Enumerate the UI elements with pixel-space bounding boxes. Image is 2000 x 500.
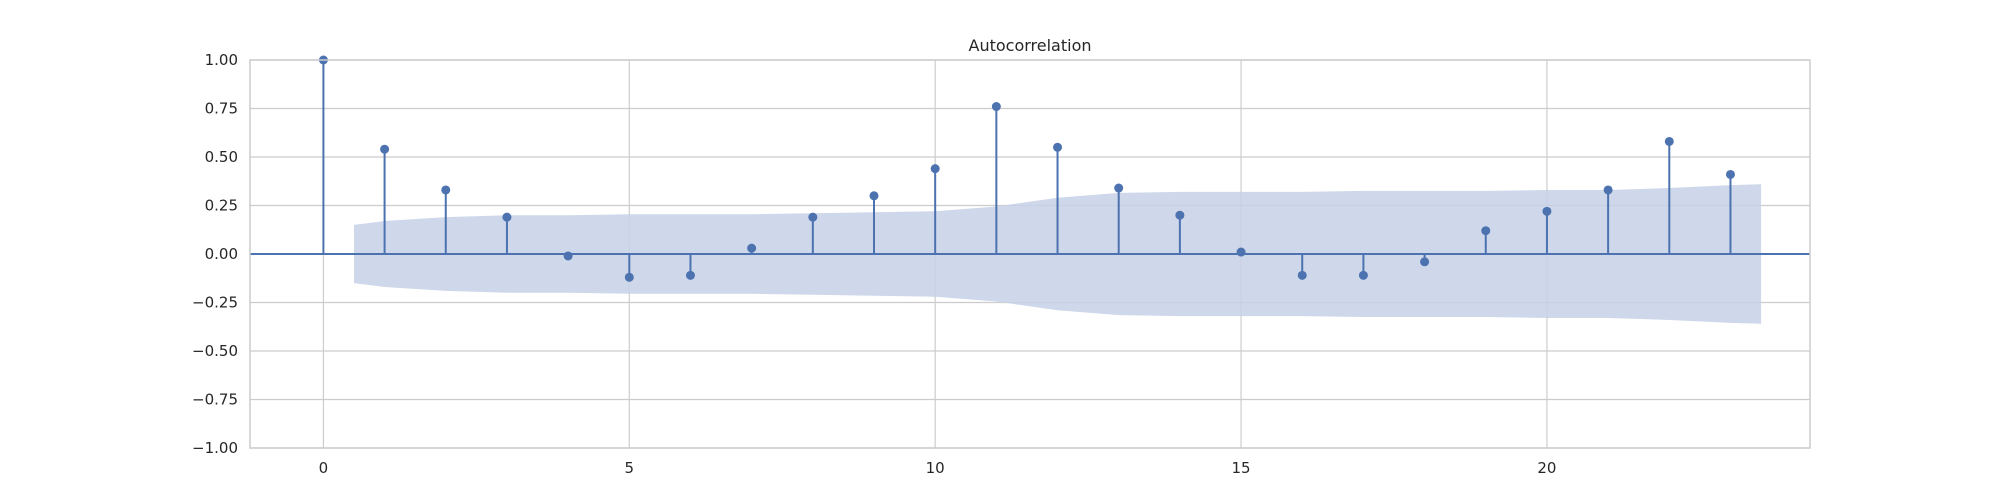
stem-marker: [1420, 257, 1430, 267]
stem-marker: [1542, 206, 1552, 216]
x-tick-label: 5: [625, 459, 635, 477]
stem-marker: [1053, 142, 1063, 152]
y-axis-ticks: −1.00 −0.75 −0.50 −0.25 0.00 0.25 0.50 0.75 1.00: [192, 51, 238, 457]
y-tick-label: −0.25: [192, 294, 238, 312]
x-axis-ticks: 0 5 10 15 20: [319, 459, 1557, 477]
y-tick-label: −1.00: [192, 439, 238, 457]
plot-border: [249, 59, 1811, 449]
stem-marker: [502, 212, 512, 222]
chart-title: Autocorrelation: [969, 36, 1092, 55]
x-tick-label: 15: [1232, 459, 1251, 477]
stem-marker: [1481, 226, 1491, 236]
stem-marker: [869, 191, 879, 201]
x-tick-label: 0: [319, 459, 329, 477]
stem-marker: [747, 243, 757, 253]
y-tick-label: 0.25: [205, 197, 238, 215]
stem-marker: [1603, 185, 1613, 195]
y-tick-label: 0.50: [205, 148, 238, 166]
stem-marker: [1664, 136, 1674, 146]
stem-marker: [930, 164, 940, 174]
stem-marker: [1236, 247, 1246, 257]
y-tick-label: 0.75: [205, 100, 238, 118]
stem-marker: [1114, 183, 1124, 193]
y-tick-label: 1.00: [205, 51, 238, 69]
stem-marker: [991, 102, 1001, 112]
stem-marker: [1358, 270, 1368, 280]
stem-marker: [1175, 210, 1185, 220]
stem-marker: [563, 251, 573, 261]
stem-marker: [1297, 270, 1307, 280]
stem-marker: [1725, 169, 1735, 179]
plot-frame: [249, 59, 1811, 449]
y-tick-label: −0.75: [192, 391, 238, 409]
y-tick-label: −0.50: [192, 342, 238, 360]
stem-marker: [380, 144, 390, 154]
y-tick-label: 0.00: [205, 245, 238, 263]
stem-marker: [808, 212, 818, 222]
x-tick-label: 20: [1537, 459, 1556, 477]
stem-marker: [624, 272, 634, 282]
stem-marker: [685, 270, 695, 280]
stem-series: [318, 55, 1735, 282]
stem-marker: [441, 185, 451, 195]
x-tick-label: 10: [926, 459, 945, 477]
